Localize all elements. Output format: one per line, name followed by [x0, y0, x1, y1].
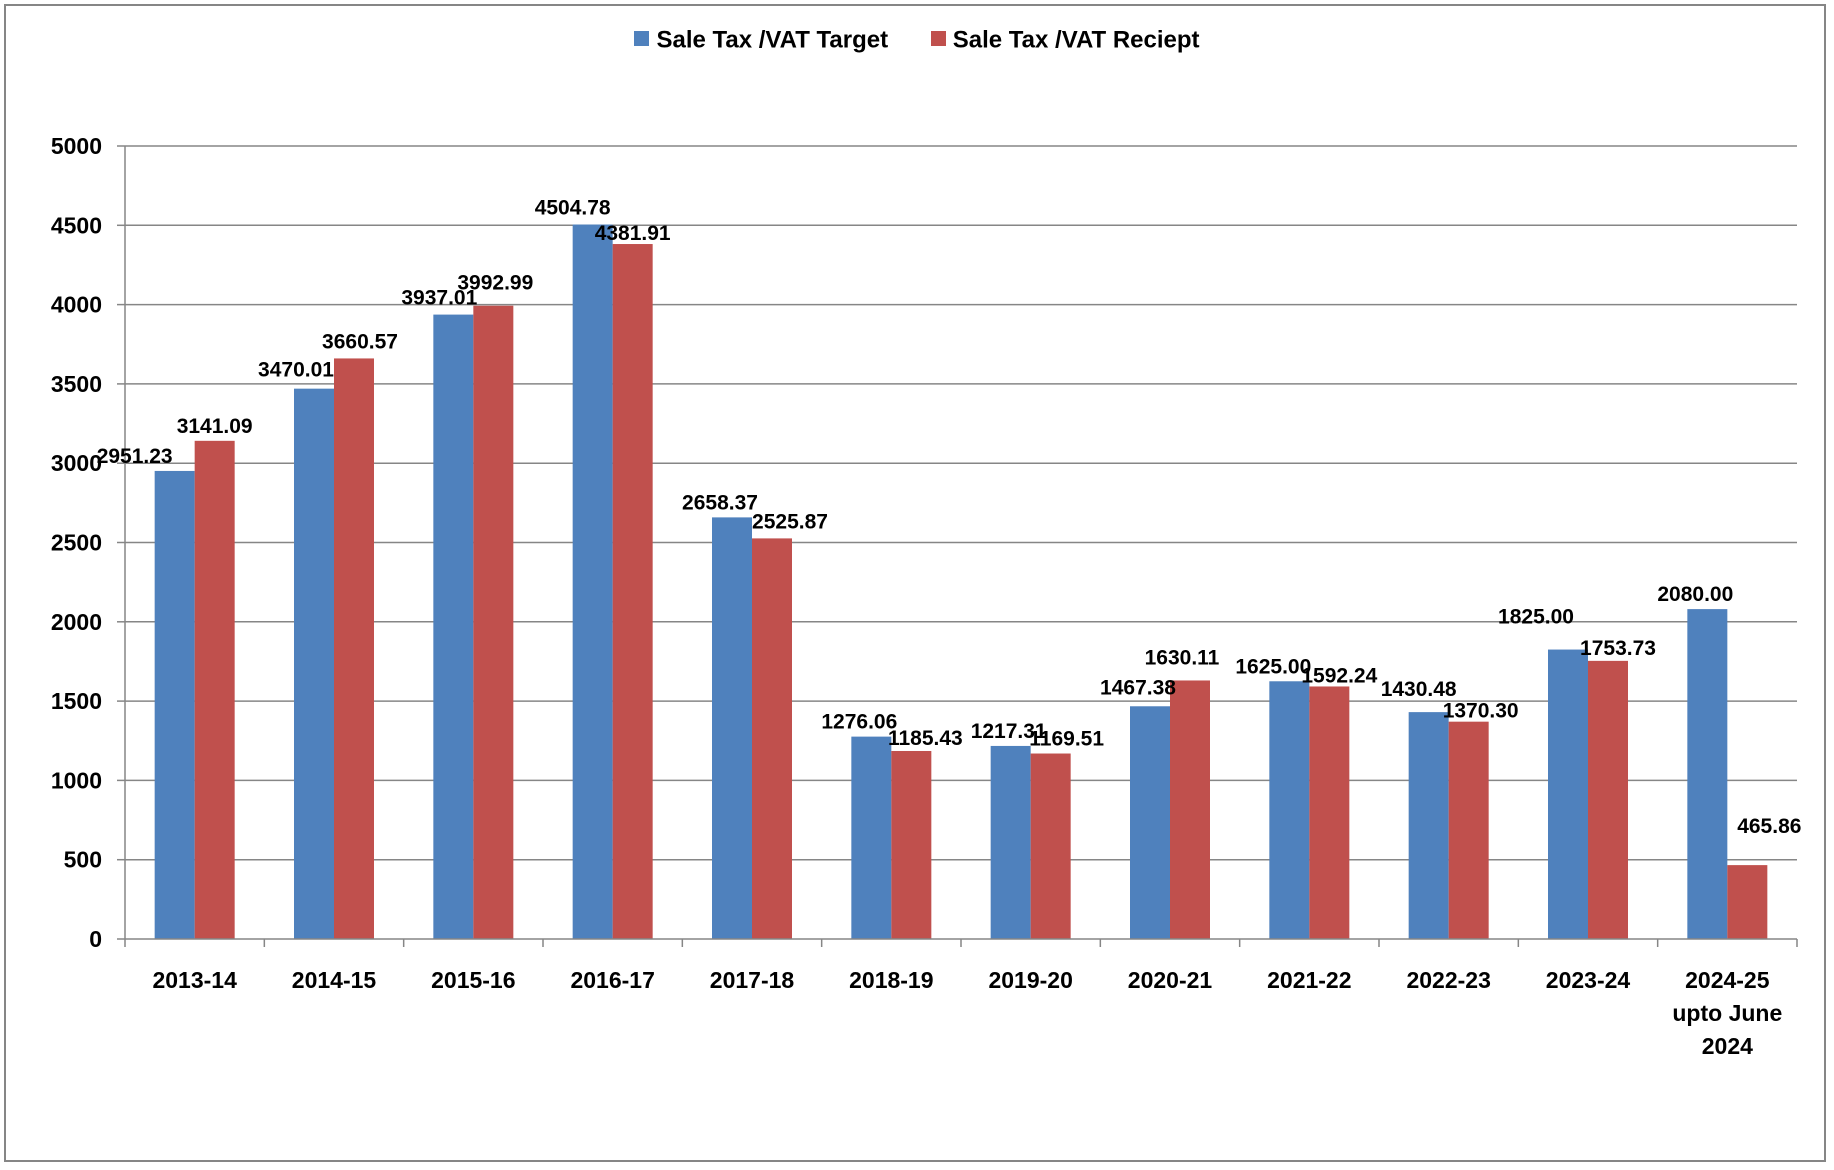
bar-receipt — [612, 244, 653, 940]
bar-receipt — [1030, 753, 1071, 939]
y-tick-label: 3500 — [51, 371, 102, 397]
y-tick-label: 500 — [64, 847, 102, 873]
data-label-receipt: 1753.73 — [1580, 637, 1656, 660]
data-label-receipt: 4381.91 — [595, 222, 671, 245]
axes: 0 500 1000 1500 2000 2500 3000 3500 4000 4500 5000… — [51, 133, 1798, 1059]
data-label-target: 1430.48 — [1381, 678, 1457, 701]
bar-target — [851, 736, 892, 939]
x-tick-label: 2023-24 — [1546, 967, 1631, 993]
legend-item-target: Sale Tax /VAT Target — [634, 26, 888, 55]
data-label-receipt: 465.86 — [1737, 815, 1801, 838]
data-label-target: 3470.01 — [258, 359, 334, 382]
data-label-target: 1825.00 — [1498, 606, 1574, 629]
x-tick-label: 2014-15 — [292, 967, 377, 993]
legend-label-receipt: Sale Tax /VAT Reciept — [952, 26, 1200, 54]
y-tick-label: 2500 — [51, 530, 102, 556]
y-tick-label: 2000 — [51, 609, 102, 635]
y-tick-label: 4500 — [51, 212, 102, 238]
x-tick-label: 2022-23 — [1406, 967, 1490, 993]
data-label-receipt: 3992.99 — [457, 272, 533, 295]
bar-target — [1687, 609, 1728, 939]
bar-receipt — [1448, 721, 1489, 939]
bar-receipt — [1588, 660, 1628, 939]
x-tick-label: 2024-25 upto June 2024 — [1672, 967, 1782, 1059]
data-label-target: 2080.00 — [1657, 583, 1733, 606]
x-tick-label: 2018-19 — [849, 967, 933, 993]
bar-target — [1548, 649, 1588, 939]
bar-receipt — [891, 750, 932, 939]
bar-receipt — [1309, 686, 1350, 939]
data-label-receipt: 1592.24 — [1301, 664, 1377, 687]
bar-target — [712, 517, 752, 939]
legend-swatch-receipt — [930, 31, 946, 47]
data-label-target: 1625.00 — [1235, 655, 1311, 678]
x-tick-label: 2013-14 — [152, 967, 237, 993]
legend-swatch-target — [634, 31, 650, 47]
data-label-target: 4504.78 — [535, 197, 611, 220]
data-label-target: 1467.38 — [1100, 676, 1176, 699]
bar-receipt — [1727, 865, 1768, 939]
data-label-target: 1276.06 — [821, 711, 897, 734]
data-label-receipt: 3660.57 — [322, 330, 398, 353]
bar-target — [1408, 712, 1449, 939]
legend-label-target: Sale Tax /VAT Target — [656, 26, 889, 54]
data-label-receipt: 1630.11 — [1145, 646, 1220, 669]
bar-target — [433, 314, 474, 939]
bar-receipt — [1170, 680, 1210, 939]
bar-target — [1130, 706, 1170, 939]
chart-legend: Sale Tax /VAT Target Sale Tax /VAT Recie… — [0, 26, 1834, 55]
legend-item-receipt: Sale Tax /VAT Reciept — [930, 26, 1200, 55]
data-label-receipt: 1370.30 — [1443, 700, 1519, 723]
bar-receipt — [752, 538, 792, 939]
y-tick-label: 3000 — [51, 450, 102, 476]
data-label-target: 3937.01 — [401, 287, 477, 310]
data-label-target: 2951.23 — [97, 445, 173, 468]
bar-receipt — [334, 358, 374, 939]
data-label-target: 2658.37 — [682, 491, 758, 514]
x-tick-label: 2020-21 — [1128, 967, 1213, 993]
y-tick-label: 4000 — [51, 292, 102, 318]
y-tick-label: 1000 — [51, 767, 102, 793]
x-tick-label: 2015-16 — [431, 967, 515, 993]
data-label-receipt: 3141.09 — [177, 415, 253, 438]
x-tick-label: 2017-18 — [710, 967, 795, 993]
bar-target — [294, 388, 334, 940]
x-tick-label: 2021-22 — [1267, 967, 1351, 993]
data-label-receipt: 1169.51 — [1029, 728, 1104, 751]
y-tick-label: 1500 — [51, 688, 102, 714]
bar-target — [990, 745, 1031, 939]
bar-target — [1269, 681, 1310, 939]
y-tick-label: 5000 — [51, 133, 102, 159]
bar-target — [572, 224, 613, 940]
chart-frame — [4, 4, 1826, 1162]
x-tick-label: 2019-20 — [988, 967, 1072, 993]
bars — [154, 224, 1768, 940]
bar-receipt — [194, 440, 235, 939]
bar-receipt — [473, 305, 514, 939]
data-label-receipt: 2525.87 — [752, 510, 828, 533]
data-label-receipt: 1185.43 — [888, 727, 963, 750]
y-tick-label: 0 — [89, 926, 102, 952]
data-label-target: 1217.31 — [971, 720, 1047, 743]
gridlines — [125, 145, 1797, 861]
bar-target — [154, 470, 195, 939]
x-tick-label: 2016-17 — [570, 967, 654, 993]
